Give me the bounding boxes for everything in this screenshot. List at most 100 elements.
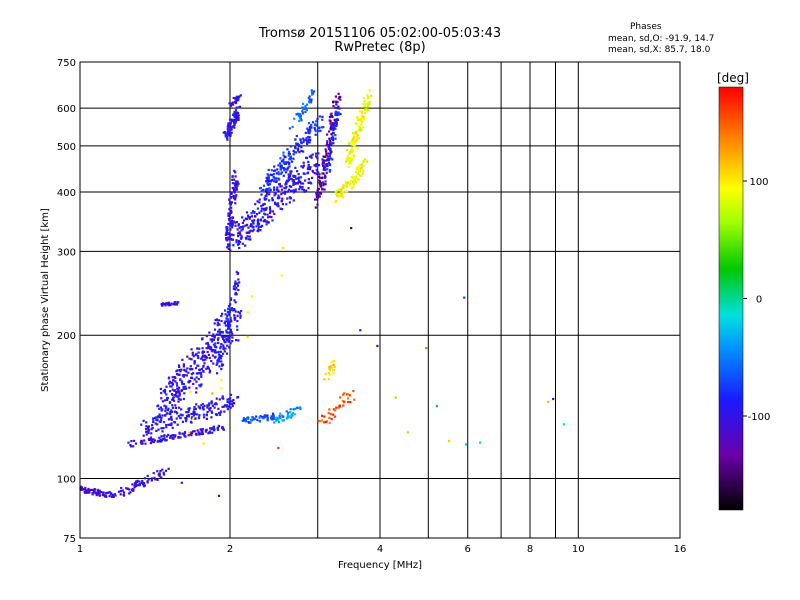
echo-point — [193, 417, 196, 420]
echo-point — [150, 432, 153, 435]
echo-point — [355, 139, 358, 143]
echo-point — [447, 439, 451, 443]
echo-point — [192, 417, 195, 420]
echo-point — [230, 128, 233, 131]
echo-points — [79, 89, 565, 499]
echo-point — [290, 160, 294, 163]
echo-point — [125, 487, 128, 490]
echo-point — [217, 424, 220, 428]
echo-point — [189, 390, 192, 393]
echo-point — [169, 412, 172, 415]
echo-point — [298, 145, 301, 148]
echo-point — [282, 158, 285, 161]
echo-point — [245, 211, 249, 214]
echo-point — [133, 482, 137, 485]
echo-point — [301, 182, 305, 185]
echo-point — [190, 376, 194, 379]
echo-point — [184, 369, 187, 372]
echo-point — [297, 173, 300, 176]
echo-point — [229, 217, 232, 220]
echo-point — [327, 412, 330, 415]
echo-point — [321, 158, 324, 161]
echo-point — [288, 165, 291, 168]
echo-point — [327, 377, 331, 381]
echo-point — [321, 115, 324, 118]
echo-point — [291, 179, 295, 182]
echo-point — [231, 405, 234, 408]
echo-point — [149, 436, 153, 439]
echo-point — [231, 182, 234, 185]
echo-point — [170, 423, 173, 427]
echo-point — [222, 344, 225, 347]
echo-point — [172, 303, 175, 306]
echo-point — [324, 159, 327, 162]
echo-point — [158, 413, 161, 416]
echo-point — [562, 423, 565, 426]
echo-point — [319, 192, 323, 195]
echo-point — [192, 372, 195, 375]
echo-point — [218, 330, 222, 334]
echo-point — [289, 158, 292, 161]
echo-point — [285, 182, 288, 185]
echo-point — [219, 357, 223, 360]
echo-point — [264, 208, 268, 211]
echo-point — [315, 155, 318, 158]
echo-point — [155, 418, 158, 422]
echo-point — [88, 489, 91, 492]
echo-point — [219, 350, 222, 353]
echo-point — [221, 425, 224, 429]
echo-point — [273, 165, 276, 168]
echo-point — [230, 307, 234, 310]
echo-point — [81, 487, 84, 490]
echo-point — [216, 372, 219, 375]
echo-point — [234, 171, 237, 174]
echo-point — [273, 188, 276, 191]
echo-point — [228, 126, 231, 129]
echo-point — [207, 366, 210, 370]
echo-point — [289, 155, 292, 158]
echo-point — [160, 427, 163, 430]
echo-point — [232, 220, 235, 223]
echo-point — [313, 126, 316, 130]
echo-point — [177, 389, 180, 393]
echo-point — [326, 168, 329, 171]
echo-point — [360, 163, 364, 166]
echo-point — [171, 404, 174, 407]
echo-point — [156, 419, 159, 422]
echo-point — [316, 157, 319, 160]
echo-point — [190, 348, 193, 351]
echo-point — [163, 302, 166, 306]
echo-point — [189, 365, 192, 368]
echo-point — [97, 492, 100, 495]
echo-point — [198, 414, 201, 417]
echo-point — [308, 136, 311, 139]
echo-point — [258, 416, 261, 419]
echo-point — [227, 247, 230, 250]
echo-point — [307, 181, 310, 184]
echo-point — [155, 429, 158, 432]
echo-point — [271, 199, 275, 202]
echo-point — [242, 417, 245, 420]
echo-point — [289, 177, 293, 181]
echo-point — [290, 185, 293, 188]
echo-point — [212, 343, 216, 346]
echo-point — [216, 321, 219, 325]
echo-point — [157, 415, 160, 418]
echo-point — [103, 495, 106, 498]
echo-point — [210, 416, 213, 419]
echo-point — [236, 314, 239, 317]
echo-point — [315, 191, 318, 194]
echo-point — [310, 98, 313, 101]
echo-point — [294, 188, 297, 191]
echo-point — [332, 142, 335, 145]
echo-point — [349, 158, 352, 162]
echo-point — [205, 417, 208, 420]
echo-point — [173, 410, 176, 413]
echo-point — [324, 163, 327, 166]
echo-point — [236, 228, 239, 231]
echo-point — [234, 280, 237, 283]
echo-point — [336, 107, 339, 110]
echo-point — [351, 143, 354, 146]
echo-point — [150, 477, 154, 480]
echo-point — [197, 405, 200, 408]
